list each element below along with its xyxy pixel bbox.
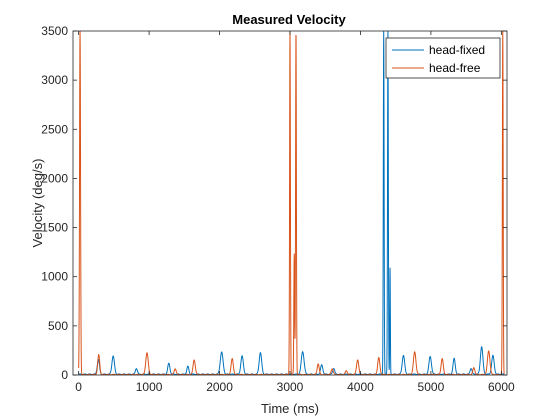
series-layer (78, 31, 505, 375)
x-tick-label: 4000 (347, 380, 374, 394)
series-line-head-fixed (78, 31, 505, 375)
y-tick-label: 3000 (41, 73, 68, 87)
y-tick-label: 2000 (41, 171, 68, 185)
tick-layer: 0 1000 2000 3000 4000 5000 6000 0 500 1000 1500 200… (41, 24, 515, 394)
y-tick-label: 3500 (41, 24, 68, 38)
x-tick-label: 1000 (136, 380, 163, 394)
legend-label-head-free: head-free (429, 61, 481, 75)
y-tick-label: 2500 (41, 122, 68, 136)
x-axis-label: Time (ms) (261, 401, 319, 416)
y-tick-label: 500 (48, 319, 68, 333)
x-tick-label: 0 (75, 380, 82, 394)
chart-title: Measured Velocity (232, 12, 346, 27)
legend-box (385, 37, 501, 79)
y-axis-label: Velocity (deg/s) (30, 159, 45, 248)
legend: head-fixed head-free (385, 37, 501, 79)
x-tick-label: 3000 (277, 380, 304, 394)
x-tick-label: 2000 (206, 380, 233, 394)
series-line-head-free (78, 31, 505, 375)
y-tick-label: 0 (61, 368, 68, 382)
x-tick-label: 6000 (488, 380, 515, 394)
x-tick-label: 5000 (418, 380, 445, 394)
legend-label-head-fixed: head-fixed (429, 43, 485, 57)
y-tick-label: 1500 (41, 221, 68, 235)
y-tick-label: 1000 (41, 270, 68, 284)
